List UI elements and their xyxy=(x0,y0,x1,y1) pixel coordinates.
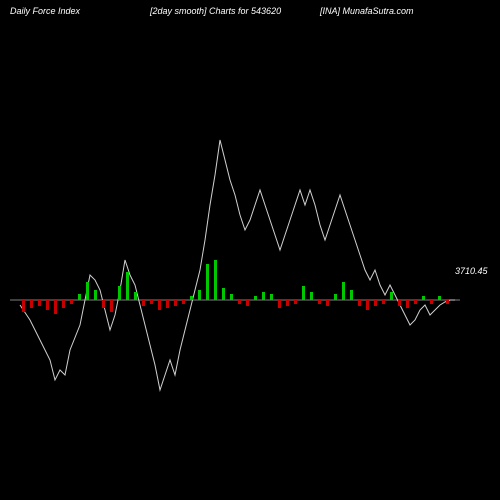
force-bar xyxy=(438,296,441,300)
force-bar xyxy=(278,300,281,308)
force-bar xyxy=(214,260,217,300)
force-bar xyxy=(70,300,73,304)
force-bar xyxy=(174,300,177,306)
force-bar xyxy=(302,286,305,300)
force-bar xyxy=(334,294,337,300)
force-bar xyxy=(78,294,81,300)
force-bar xyxy=(238,300,241,304)
force-bar xyxy=(134,292,137,300)
force-bar xyxy=(414,300,417,304)
force-bar xyxy=(86,282,89,300)
force-bar xyxy=(270,294,273,300)
force-bar xyxy=(118,286,121,300)
force-bar xyxy=(62,300,65,308)
force-bar xyxy=(374,300,377,306)
header-title-left: Daily Force Index xyxy=(10,6,80,16)
header-title-right: [INA] MunafaSutra.com xyxy=(320,6,414,16)
force-bar xyxy=(230,294,233,300)
chart-area xyxy=(10,30,460,490)
force-bar xyxy=(102,300,105,308)
force-bar xyxy=(110,300,113,312)
force-bar xyxy=(30,300,33,308)
force-bar xyxy=(382,300,385,304)
force-bar xyxy=(398,300,401,306)
force-bar xyxy=(38,300,41,306)
force-bar xyxy=(422,296,425,300)
force-bar xyxy=(158,300,161,310)
force-bar xyxy=(150,300,153,304)
chart-header: Daily Force Index [2day smooth] Charts f… xyxy=(0,6,500,24)
force-bar xyxy=(350,290,353,300)
force-bar xyxy=(294,300,297,304)
force-bar xyxy=(430,300,433,304)
force-bar xyxy=(222,288,225,300)
force-bar xyxy=(22,300,25,312)
force-bar xyxy=(286,300,289,306)
price-line xyxy=(10,30,460,490)
force-bar xyxy=(198,290,201,300)
force-bar xyxy=(310,292,313,300)
force-bar xyxy=(406,300,409,308)
force-bar xyxy=(54,300,57,314)
force-bar xyxy=(262,292,265,300)
force-bar xyxy=(366,300,369,310)
force-bar xyxy=(446,300,449,304)
force-bar xyxy=(94,290,97,300)
force-bar xyxy=(46,300,49,310)
force-bar xyxy=(254,296,257,300)
force-bar xyxy=(182,300,185,304)
header-title-center: [2day smooth] Charts for 543620 xyxy=(150,6,281,16)
force-bar xyxy=(342,282,345,300)
force-bar xyxy=(390,292,393,300)
axis-value-label: 3710.45 xyxy=(455,266,488,276)
force-bar xyxy=(142,300,145,306)
force-bar xyxy=(206,264,209,300)
force-bar xyxy=(190,296,193,300)
force-bar xyxy=(126,272,129,300)
force-bar xyxy=(358,300,361,306)
force-bar xyxy=(318,300,321,304)
force-bar xyxy=(246,300,249,306)
force-bar xyxy=(326,300,329,306)
force-bar xyxy=(166,300,169,308)
